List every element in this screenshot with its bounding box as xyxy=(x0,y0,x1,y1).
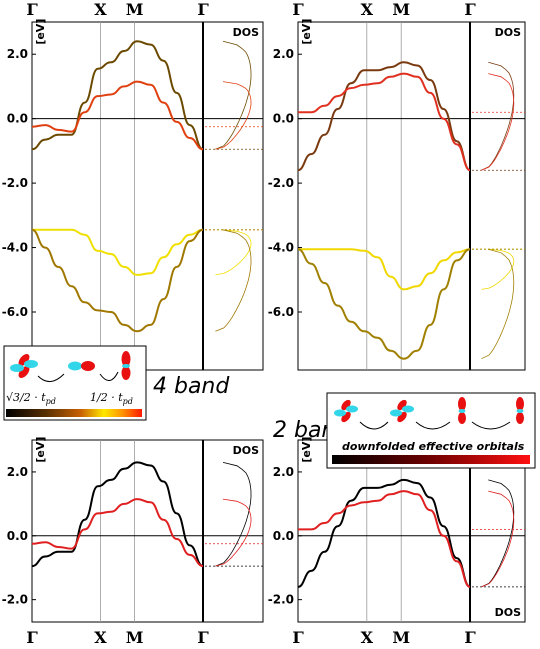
arrow-icon xyxy=(415,421,451,430)
band-panel-3: 2.0 0.0 -2.0 [eV] Γ X M Γ DOS xyxy=(2,437,264,647)
x-tick-label: X xyxy=(94,628,107,647)
dos-curve-4 xyxy=(215,229,252,332)
y-tick-label: 2.0 xyxy=(273,47,294,61)
arrow-icon xyxy=(359,421,389,430)
orbital-pair-icon xyxy=(68,361,95,371)
x-tick-label: Γ xyxy=(464,0,476,19)
x-tick-label: Γ xyxy=(26,0,38,19)
y-tick-label: 0.0 xyxy=(7,112,28,126)
dos-curve-1 xyxy=(481,479,515,588)
dos-curve-2 xyxy=(481,490,515,588)
dos-label: DOS xyxy=(495,26,521,39)
y-tick-label: -2.0 xyxy=(2,593,28,607)
y-tick-label: 0.0 xyxy=(273,529,294,543)
y-tick-label: -4.0 xyxy=(2,241,28,255)
x-tick-label: X xyxy=(94,0,107,19)
dos-curve-3 xyxy=(481,248,515,290)
band-line-1 xyxy=(297,61,471,172)
x-tick-label: M xyxy=(392,0,410,19)
x-tick-label: M xyxy=(126,628,144,647)
x-tick-label: Γ xyxy=(26,628,38,647)
x-tick-label: Γ xyxy=(464,628,476,647)
plot-frame xyxy=(31,21,264,371)
x-tick-label: M xyxy=(392,628,410,647)
dos-curve-2 xyxy=(215,81,252,150)
orbital-vertical-icon xyxy=(121,351,131,380)
y-tick-label: -6.0 xyxy=(268,305,294,319)
legend-right: downfolded effective orbitals xyxy=(326,392,536,469)
dos-label: DOS xyxy=(495,606,521,619)
dos-label: DOS xyxy=(233,444,259,457)
colorbar-2band xyxy=(332,455,530,464)
legend-hopping-b: 1/2 · tpd xyxy=(90,391,133,406)
orbital-pair-icon xyxy=(10,354,38,378)
orbital-vertical-icon xyxy=(458,397,466,424)
y-axis-label: [eV] xyxy=(34,19,47,45)
band-line-2 xyxy=(298,72,471,172)
band-line-4 xyxy=(297,248,471,360)
band-line-1 xyxy=(31,40,204,151)
four-band-label: 4 band xyxy=(153,374,230,399)
arrow-icon xyxy=(99,371,119,381)
orbital-pair-icon xyxy=(390,399,414,423)
band-line-2 xyxy=(298,490,471,588)
dos-curve-4 xyxy=(481,248,515,360)
plot-frame xyxy=(31,439,264,623)
plot-frame xyxy=(297,21,526,371)
y-tick-label: 0.0 xyxy=(7,529,28,543)
band-line-1 xyxy=(31,461,204,568)
dos-curve-1 xyxy=(215,462,252,567)
band-line-3 xyxy=(31,228,204,276)
legend-hopping-a: √3/2 · tpd xyxy=(6,391,56,406)
arrow-icon xyxy=(37,373,65,382)
x-tick-label: Γ xyxy=(197,628,209,647)
legend-left: √3/2 · tpd 1/2 · tpd xyxy=(3,345,147,421)
arrow-icon xyxy=(471,421,511,430)
y-tick-label: -2.0 xyxy=(2,176,28,190)
x-tick-label: Γ xyxy=(292,628,304,647)
y-tick-label: -2.0 xyxy=(268,593,294,607)
dos-curve-1 xyxy=(481,61,515,171)
y-tick-label: 2.0 xyxy=(7,465,28,479)
dos-curve-2 xyxy=(215,498,252,567)
y-tick-label: 2.0 xyxy=(273,465,294,479)
x-tick-label: X xyxy=(361,0,374,19)
colorbar xyxy=(6,409,142,417)
y-tick-label: -6.0 xyxy=(2,305,28,319)
orbital-pair-icon xyxy=(334,399,358,423)
y-tick-label: -2.0 xyxy=(268,176,294,190)
band-line-3 xyxy=(298,248,471,291)
band-line-1 xyxy=(297,478,471,588)
y-axis-label: [eV] xyxy=(300,437,313,463)
band-line-2 xyxy=(31,498,204,568)
y-axis-label: [eV] xyxy=(34,437,47,463)
y-tick-label: 2.0 xyxy=(7,47,28,61)
orbital-vertical-icon xyxy=(516,397,524,424)
y-axis-label: [eV] xyxy=(300,19,313,45)
x-tick-label: Γ xyxy=(197,0,209,19)
dos-label: DOS xyxy=(233,26,259,39)
band-line-4 xyxy=(31,228,204,333)
y-tick-label: 0.0 xyxy=(273,112,294,126)
x-tick-label: X xyxy=(361,628,374,647)
x-tick-label: Γ xyxy=(292,0,304,19)
y-tick-label: -4.0 xyxy=(268,241,294,255)
dos-curve-1 xyxy=(215,40,252,150)
dos-curve-3 xyxy=(215,229,252,276)
dos-curve-2 xyxy=(481,73,515,171)
x-tick-label: M xyxy=(126,0,144,19)
band-line-2 xyxy=(31,80,204,151)
legend-downfolded-label: downfolded effective orbitals xyxy=(342,440,525,453)
